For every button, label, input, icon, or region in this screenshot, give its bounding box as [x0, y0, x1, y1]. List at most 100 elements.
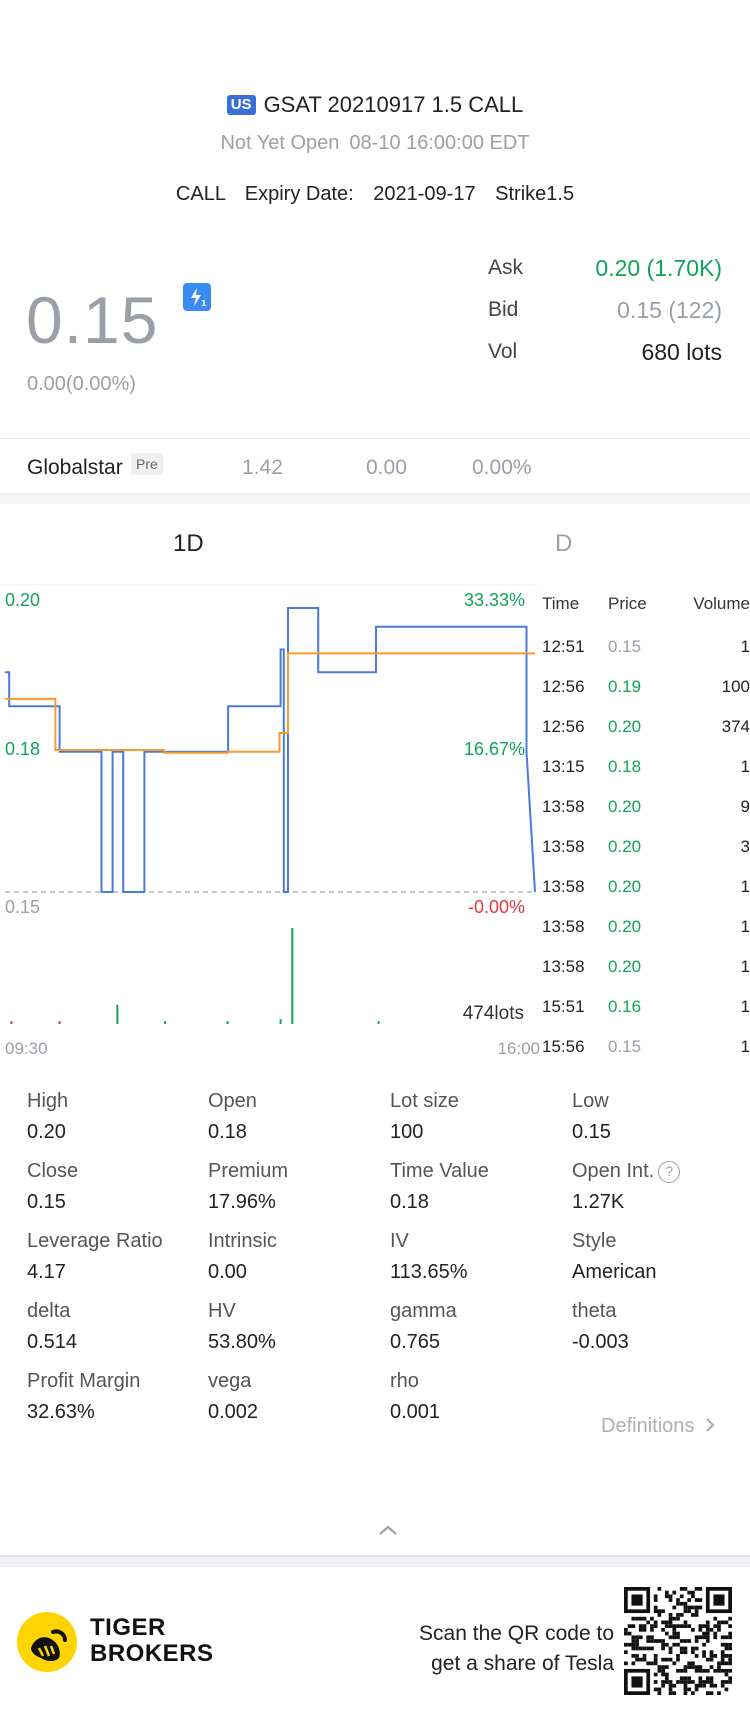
qr-module — [717, 1665, 721, 1669]
qr-module — [698, 1624, 703, 1628]
underlying-row[interactable]: Globalstar Pre 1.42 0.00 0.00% — [0, 438, 750, 494]
qr-module — [724, 1687, 729, 1692]
stat-label-text: Profit Margin — [27, 1370, 141, 1392]
qr-module — [713, 1668, 718, 1673]
volume-bar — [291, 928, 294, 1024]
stat-vega: vega 0.002 — [208, 1370, 378, 1424]
qr-module — [705, 1691, 710, 1695]
qr-module — [694, 1668, 699, 1673]
stat-label-text: delta — [27, 1300, 71, 1322]
brand-line-1: TIGER — [90, 1614, 166, 1641]
help-icon[interactable]: ? — [658, 1161, 681, 1183]
x-label-end: 16:00 — [497, 1039, 540, 1054]
definitions-link[interactable]: Definitions — [601, 1415, 716, 1438]
qr-module — [702, 1631, 706, 1636]
tick-price: 0.20 — [608, 957, 642, 976]
collapse-button[interactable] — [368, 1515, 408, 1545]
qr-module — [664, 1672, 669, 1677]
stat-value: 113.65% — [390, 1261, 468, 1283]
y-left-label-bottom: 0.15 — [5, 897, 40, 917]
qr-module — [724, 1661, 729, 1666]
qr-module — [664, 1680, 669, 1684]
qr-module — [653, 1687, 658, 1692]
qr-module — [653, 1672, 658, 1677]
tick-volume: 1 — [740, 997, 750, 1016]
intraday-chart[interactable]: 0.20 0.18 0.15 33.33% 16.67% -0.00% 474l… — [0, 583, 540, 1058]
volume-bar — [164, 1021, 167, 1024]
tick-price: 0.15 — [608, 1037, 642, 1056]
qr-module — [713, 1631, 718, 1636]
tick-volume: 100 — [721, 677, 750, 696]
qr-module — [661, 1683, 665, 1688]
qr-module — [664, 1657, 669, 1662]
bid-label: Bid — [488, 298, 519, 321]
tab-1d[interactable]: 1D — [173, 530, 204, 557]
qr-module — [653, 1680, 658, 1684]
qr-module — [728, 1646, 732, 1651]
qr-module — [676, 1680, 680, 1684]
qr-module — [661, 1680, 665, 1684]
qr-module — [676, 1631, 680, 1636]
qr-module — [642, 1616, 647, 1621]
tick-price: 0.20 — [608, 717, 642, 736]
qr-module — [624, 1642, 628, 1647]
qr-module — [653, 1620, 658, 1625]
qr-module — [646, 1635, 651, 1640]
qr-module — [709, 1676, 714, 1681]
qr-module — [664, 1665, 669, 1669]
tick-time: 12:56 — [542, 677, 585, 696]
qr-module — [672, 1627, 677, 1632]
qr-module — [705, 1668, 710, 1673]
qr-module — [705, 1624, 710, 1628]
qr-module — [705, 1676, 710, 1681]
qr-module — [676, 1635, 680, 1640]
stat-label-text: Premium — [208, 1160, 289, 1182]
qr-module — [683, 1624, 688, 1628]
tick-price: 0.20 — [608, 797, 642, 816]
volume-label: 474lots — [463, 1003, 524, 1024]
qr-module — [657, 1587, 662, 1591]
qr-module — [646, 1661, 651, 1666]
qr-module — [642, 1624, 647, 1628]
stat-value: 0.765 — [390, 1331, 441, 1353]
stat-value: 100 — [390, 1121, 424, 1143]
qr-module — [679, 1646, 684, 1651]
stat-gamma: gamma 0.765 — [390, 1300, 560, 1354]
qr-module — [679, 1680, 684, 1684]
qr-module — [653, 1609, 658, 1614]
price-change: 0.00(0.00%) — [27, 373, 136, 395]
qr-module — [657, 1665, 662, 1669]
qr-module — [705, 1639, 710, 1643]
qr-module — [691, 1680, 695, 1684]
qr-module — [698, 1605, 703, 1610]
time-and-sales[interactable]: Time Price Volume 12:51 0.15 1 12:56 0.19 100… — [540, 584, 750, 1056]
qr-module — [683, 1639, 688, 1643]
qr-module — [687, 1687, 692, 1692]
qr-module — [661, 1646, 665, 1651]
qr-module — [728, 1676, 732, 1681]
qr-module — [638, 1616, 643, 1621]
qr-module — [728, 1616, 732, 1621]
qr-module — [698, 1668, 703, 1673]
status-datetime: 08-10 16:00:00 EDT — [349, 132, 530, 154]
expiry-label: Expiry Date: — [244, 183, 354, 205]
qr-module — [661, 1620, 665, 1625]
qr-module — [635, 1635, 639, 1640]
qr-module — [664, 1676, 669, 1681]
option-stats: High 0.20 Open 0.18 Lot size 100 Low 0.15 Close 0… — [0, 1090, 750, 1430]
stat-label-text: Style — [572, 1230, 617, 1252]
qr-module — [702, 1624, 706, 1628]
tick-volume: 374 — [721, 717, 750, 736]
qr-module — [717, 1661, 721, 1666]
tab-d[interactable]: D — [555, 530, 573, 557]
stat-value: 32.63% — [27, 1401, 95, 1423]
qr-module — [672, 1605, 677, 1610]
qr-module — [728, 1661, 732, 1666]
qr-module — [683, 1683, 688, 1688]
chart-canvas[interactable]: 0.20 0.18 0.15 33.33% 16.67% -0.00% 474l… — [0, 583, 540, 1058]
flash-icon[interactable]: 1 — [183, 283, 211, 311]
qr-code[interactable] — [624, 1587, 732, 1695]
tiger-logo-icon — [17, 1612, 77, 1672]
contract-info: CALL Expiry Date: 2021-09-17 Strike1.5 — [0, 183, 750, 206]
qr-module — [724, 1668, 729, 1673]
